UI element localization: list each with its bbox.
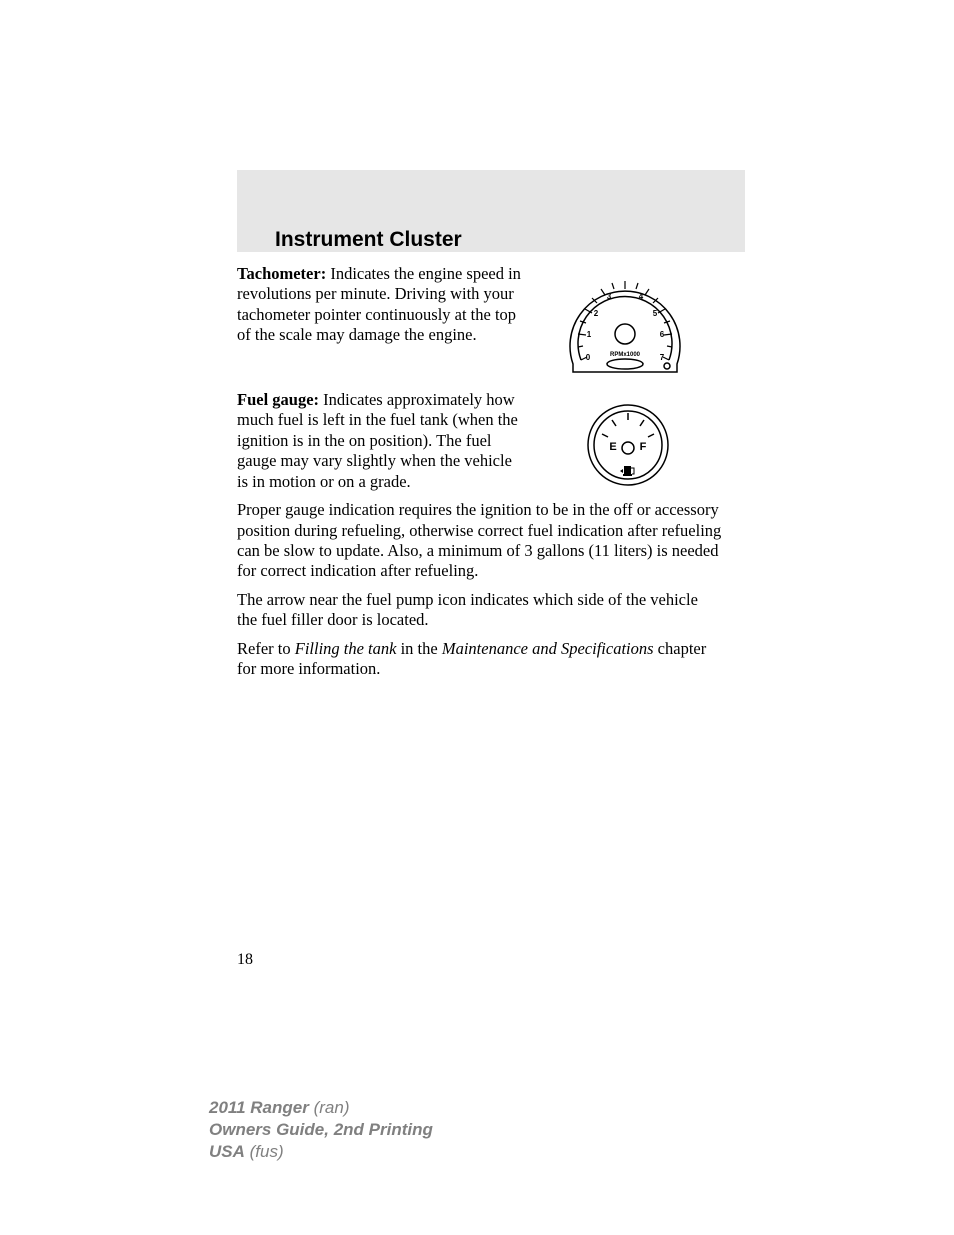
fuel-f-label: F (640, 441, 647, 453)
footer-region-code: (fus) (245, 1142, 284, 1161)
tachometer-diagram: 0 1 2 3 4 5 6 7 RPMx1000 (555, 264, 695, 384)
page-number: 18 (237, 951, 253, 969)
fuel-p4-mid: in the (396, 639, 441, 658)
tachometer-heading: Tachometer: (237, 264, 326, 283)
section-title: Instrument Cluster (275, 228, 462, 252)
fuel-p4-em1: Filling the tank (295, 639, 397, 658)
tach-num-0: 0 (586, 353, 591, 362)
footer-model-code: (ran) (309, 1098, 350, 1117)
footer-line-3: USA (fus) (209, 1141, 433, 1163)
fuel-p4-em2: Maintenance and Specifications (442, 639, 654, 658)
fuel-paragraph-1: Fuel gauge: Indicates approximately how … (237, 390, 527, 492)
footer-line-1: 2011 Ranger (ran) (209, 1097, 433, 1119)
tach-num-4: 4 (639, 292, 644, 301)
footer-region: USA (209, 1142, 245, 1161)
tach-num-6: 6 (660, 330, 665, 339)
tach-num-2: 2 (594, 309, 599, 318)
footer-model: 2011 Ranger (209, 1098, 309, 1117)
footer-line-2: Owners Guide, 2nd Printing (209, 1119, 433, 1141)
fuel-p4-pre: Refer to (237, 639, 295, 658)
fuel-paragraph-2: Proper gauge indication requires the ign… (237, 500, 722, 582)
tach-num-5: 5 (653, 309, 658, 318)
tach-num-1: 1 (587, 330, 592, 339)
footer: 2011 Ranger (ran) Owners Guide, 2nd Prin… (209, 1097, 433, 1163)
tachometer-paragraph: Tachometer: Indicates the engine speed i… (237, 264, 527, 346)
tach-label: RPMx1000 (610, 352, 641, 358)
fuel-paragraph-3: The arrow near the fuel pump icon indica… (237, 590, 722, 631)
tach-num-7: 7 (660, 353, 665, 362)
fuel-gauge-diagram: E F (583, 400, 673, 490)
fuel-e-label: E (609, 441, 616, 453)
fuel-paragraph-4: Refer to Filling the tank in the Mainten… (237, 639, 722, 680)
fuel-heading: Fuel gauge: (237, 390, 319, 409)
tach-num-3: 3 (607, 292, 612, 301)
